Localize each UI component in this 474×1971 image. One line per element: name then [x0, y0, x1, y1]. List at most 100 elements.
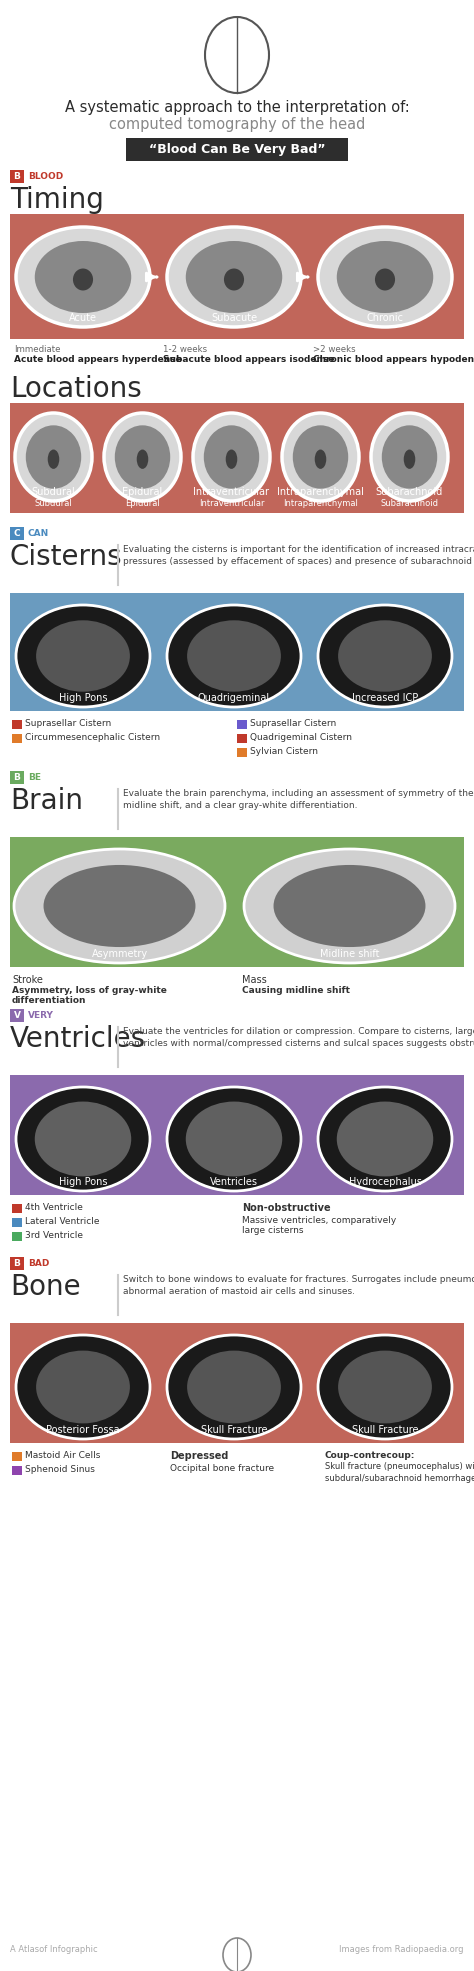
Text: >2 weeks: >2 weeks	[313, 345, 356, 355]
Ellipse shape	[167, 227, 301, 327]
Bar	[12, 1232, 22, 1242]
Text: Mass: Mass	[242, 976, 267, 986]
Text: Locations: Locations	[10, 374, 142, 402]
Ellipse shape	[375, 268, 395, 290]
Ellipse shape	[293, 426, 348, 489]
Bar	[12, 1466, 22, 1474]
Text: Skull Fracture: Skull Fracture	[201, 1425, 267, 1435]
Text: Quadrigeminal Cistern: Quadrigeminal Cistern	[250, 733, 352, 741]
Ellipse shape	[115, 426, 170, 489]
Ellipse shape	[16, 605, 150, 708]
Text: Epidural: Epidural	[125, 499, 160, 509]
Text: Suprasellar Cistern: Suprasellar Cistern	[250, 719, 336, 727]
Text: Causing midline shift: Causing midline shift	[242, 986, 350, 995]
Text: Switch to bone windows to evaluate for fractures. Surrogates include pneumocepha: Switch to bone windows to evaluate for f…	[123, 1275, 474, 1297]
Ellipse shape	[16, 1086, 150, 1190]
Text: Hydrocephalus: Hydrocephalus	[348, 1177, 421, 1187]
Ellipse shape	[371, 414, 448, 501]
Ellipse shape	[187, 1350, 281, 1423]
Text: Increased ICP: Increased ICP	[352, 694, 418, 704]
Text: Coup-contrecoup:: Coup-contrecoup:	[325, 1451, 415, 1461]
Text: Lateral Ventricle: Lateral Ventricle	[25, 1216, 100, 1226]
Ellipse shape	[104, 414, 181, 501]
Bar	[237, 733, 247, 743]
Ellipse shape	[338, 621, 432, 692]
Text: Intraparenchymal: Intraparenchymal	[277, 487, 364, 497]
Text: Acute blood appears hyperdense: Acute blood appears hyperdense	[14, 355, 182, 365]
Text: Occipital bone fracture: Occipital bone fracture	[170, 1464, 274, 1472]
Ellipse shape	[35, 240, 131, 313]
Bar	[10, 526, 24, 540]
Ellipse shape	[282, 414, 359, 501]
Bar	[10, 1009, 24, 1023]
Text: 3rd Ventricle: 3rd Ventricle	[25, 1232, 83, 1240]
Text: Intraventricular: Intraventricular	[193, 487, 270, 497]
Ellipse shape	[244, 850, 455, 964]
Text: Non-obstructive: Non-obstructive	[242, 1202, 331, 1212]
Text: “Blood Can Be Very Bad”: “Blood Can Be Very Bad”	[149, 144, 325, 156]
Text: CAN: CAN	[28, 528, 49, 538]
Text: Timing: Timing	[10, 185, 104, 215]
Ellipse shape	[44, 865, 195, 946]
Text: Sylvian Cistern: Sylvian Cistern	[250, 747, 318, 757]
Ellipse shape	[167, 1086, 301, 1190]
Ellipse shape	[318, 227, 452, 327]
Text: BLOOD: BLOOD	[28, 171, 63, 181]
Text: Images from Radiopaedia.org: Images from Radiopaedia.org	[339, 1945, 464, 1953]
Ellipse shape	[226, 449, 237, 469]
Text: V: V	[13, 1011, 20, 1021]
Text: B: B	[14, 171, 20, 181]
Ellipse shape	[273, 865, 426, 946]
Text: Circummesencephalic Cistern: Circummesencephalic Cistern	[25, 733, 160, 741]
Text: VERY: VERY	[28, 1011, 54, 1021]
Ellipse shape	[186, 1102, 282, 1177]
Ellipse shape	[48, 449, 59, 469]
Text: Massive ventricles, comparatively
large cisterns: Massive ventricles, comparatively large …	[242, 1216, 396, 1236]
Ellipse shape	[318, 1086, 452, 1190]
Text: Brain: Brain	[10, 786, 83, 814]
Ellipse shape	[16, 1334, 150, 1439]
Text: Quadrigeminal: Quadrigeminal	[198, 694, 270, 704]
Bar	[126, 138, 348, 162]
Text: B: B	[14, 1259, 20, 1267]
Bar	[10, 771, 24, 784]
Ellipse shape	[204, 426, 259, 489]
Bar	[10, 1323, 464, 1443]
Text: Evaluate the ventricles for dilation or compression. Compare to cisterns, large
: Evaluate the ventricles for dilation or …	[123, 1027, 474, 1049]
Ellipse shape	[35, 1102, 131, 1177]
Ellipse shape	[193, 414, 270, 501]
Text: Chronic blood appears hypodense: Chronic blood appears hypodense	[313, 355, 474, 365]
Text: Sphenoid Sinus: Sphenoid Sinus	[25, 1464, 95, 1474]
Ellipse shape	[36, 1350, 130, 1423]
Text: Stroke: Stroke	[12, 976, 43, 986]
Bar	[12, 1204, 22, 1212]
Ellipse shape	[167, 605, 301, 708]
Bar	[237, 719, 247, 729]
Text: BAD: BAD	[28, 1259, 49, 1267]
Ellipse shape	[337, 1102, 433, 1177]
Text: Depressed: Depressed	[170, 1451, 228, 1461]
Text: Skull Fracture: Skull Fracture	[352, 1425, 418, 1435]
Text: A systematic approach to the interpretation of:: A systematic approach to the interpretat…	[64, 101, 410, 114]
Text: Chronic: Chronic	[366, 313, 403, 323]
Ellipse shape	[167, 1334, 301, 1439]
Ellipse shape	[187, 621, 281, 692]
Bar	[12, 1218, 22, 1228]
Text: Intraparenchymal: Intraparenchymal	[283, 499, 358, 509]
Ellipse shape	[337, 240, 433, 313]
Text: Midline shift: Midline shift	[320, 948, 379, 960]
Text: Asymmetry, loss of gray-white
differentiation: Asymmetry, loss of gray-white differenti…	[12, 986, 167, 1005]
Ellipse shape	[338, 1350, 432, 1423]
Bar	[10, 170, 24, 183]
Bar	[10, 215, 464, 339]
Text: 1-2 weeks: 1-2 weeks	[163, 345, 207, 355]
Ellipse shape	[16, 227, 150, 327]
Text: Bone: Bone	[10, 1273, 81, 1301]
Bar	[10, 1257, 24, 1269]
Text: C: C	[14, 528, 20, 538]
Ellipse shape	[14, 850, 225, 964]
Text: Epidural: Epidural	[122, 487, 163, 497]
Ellipse shape	[15, 414, 92, 501]
Text: Subdural: Subdural	[32, 487, 75, 497]
Bar	[10, 1074, 464, 1194]
